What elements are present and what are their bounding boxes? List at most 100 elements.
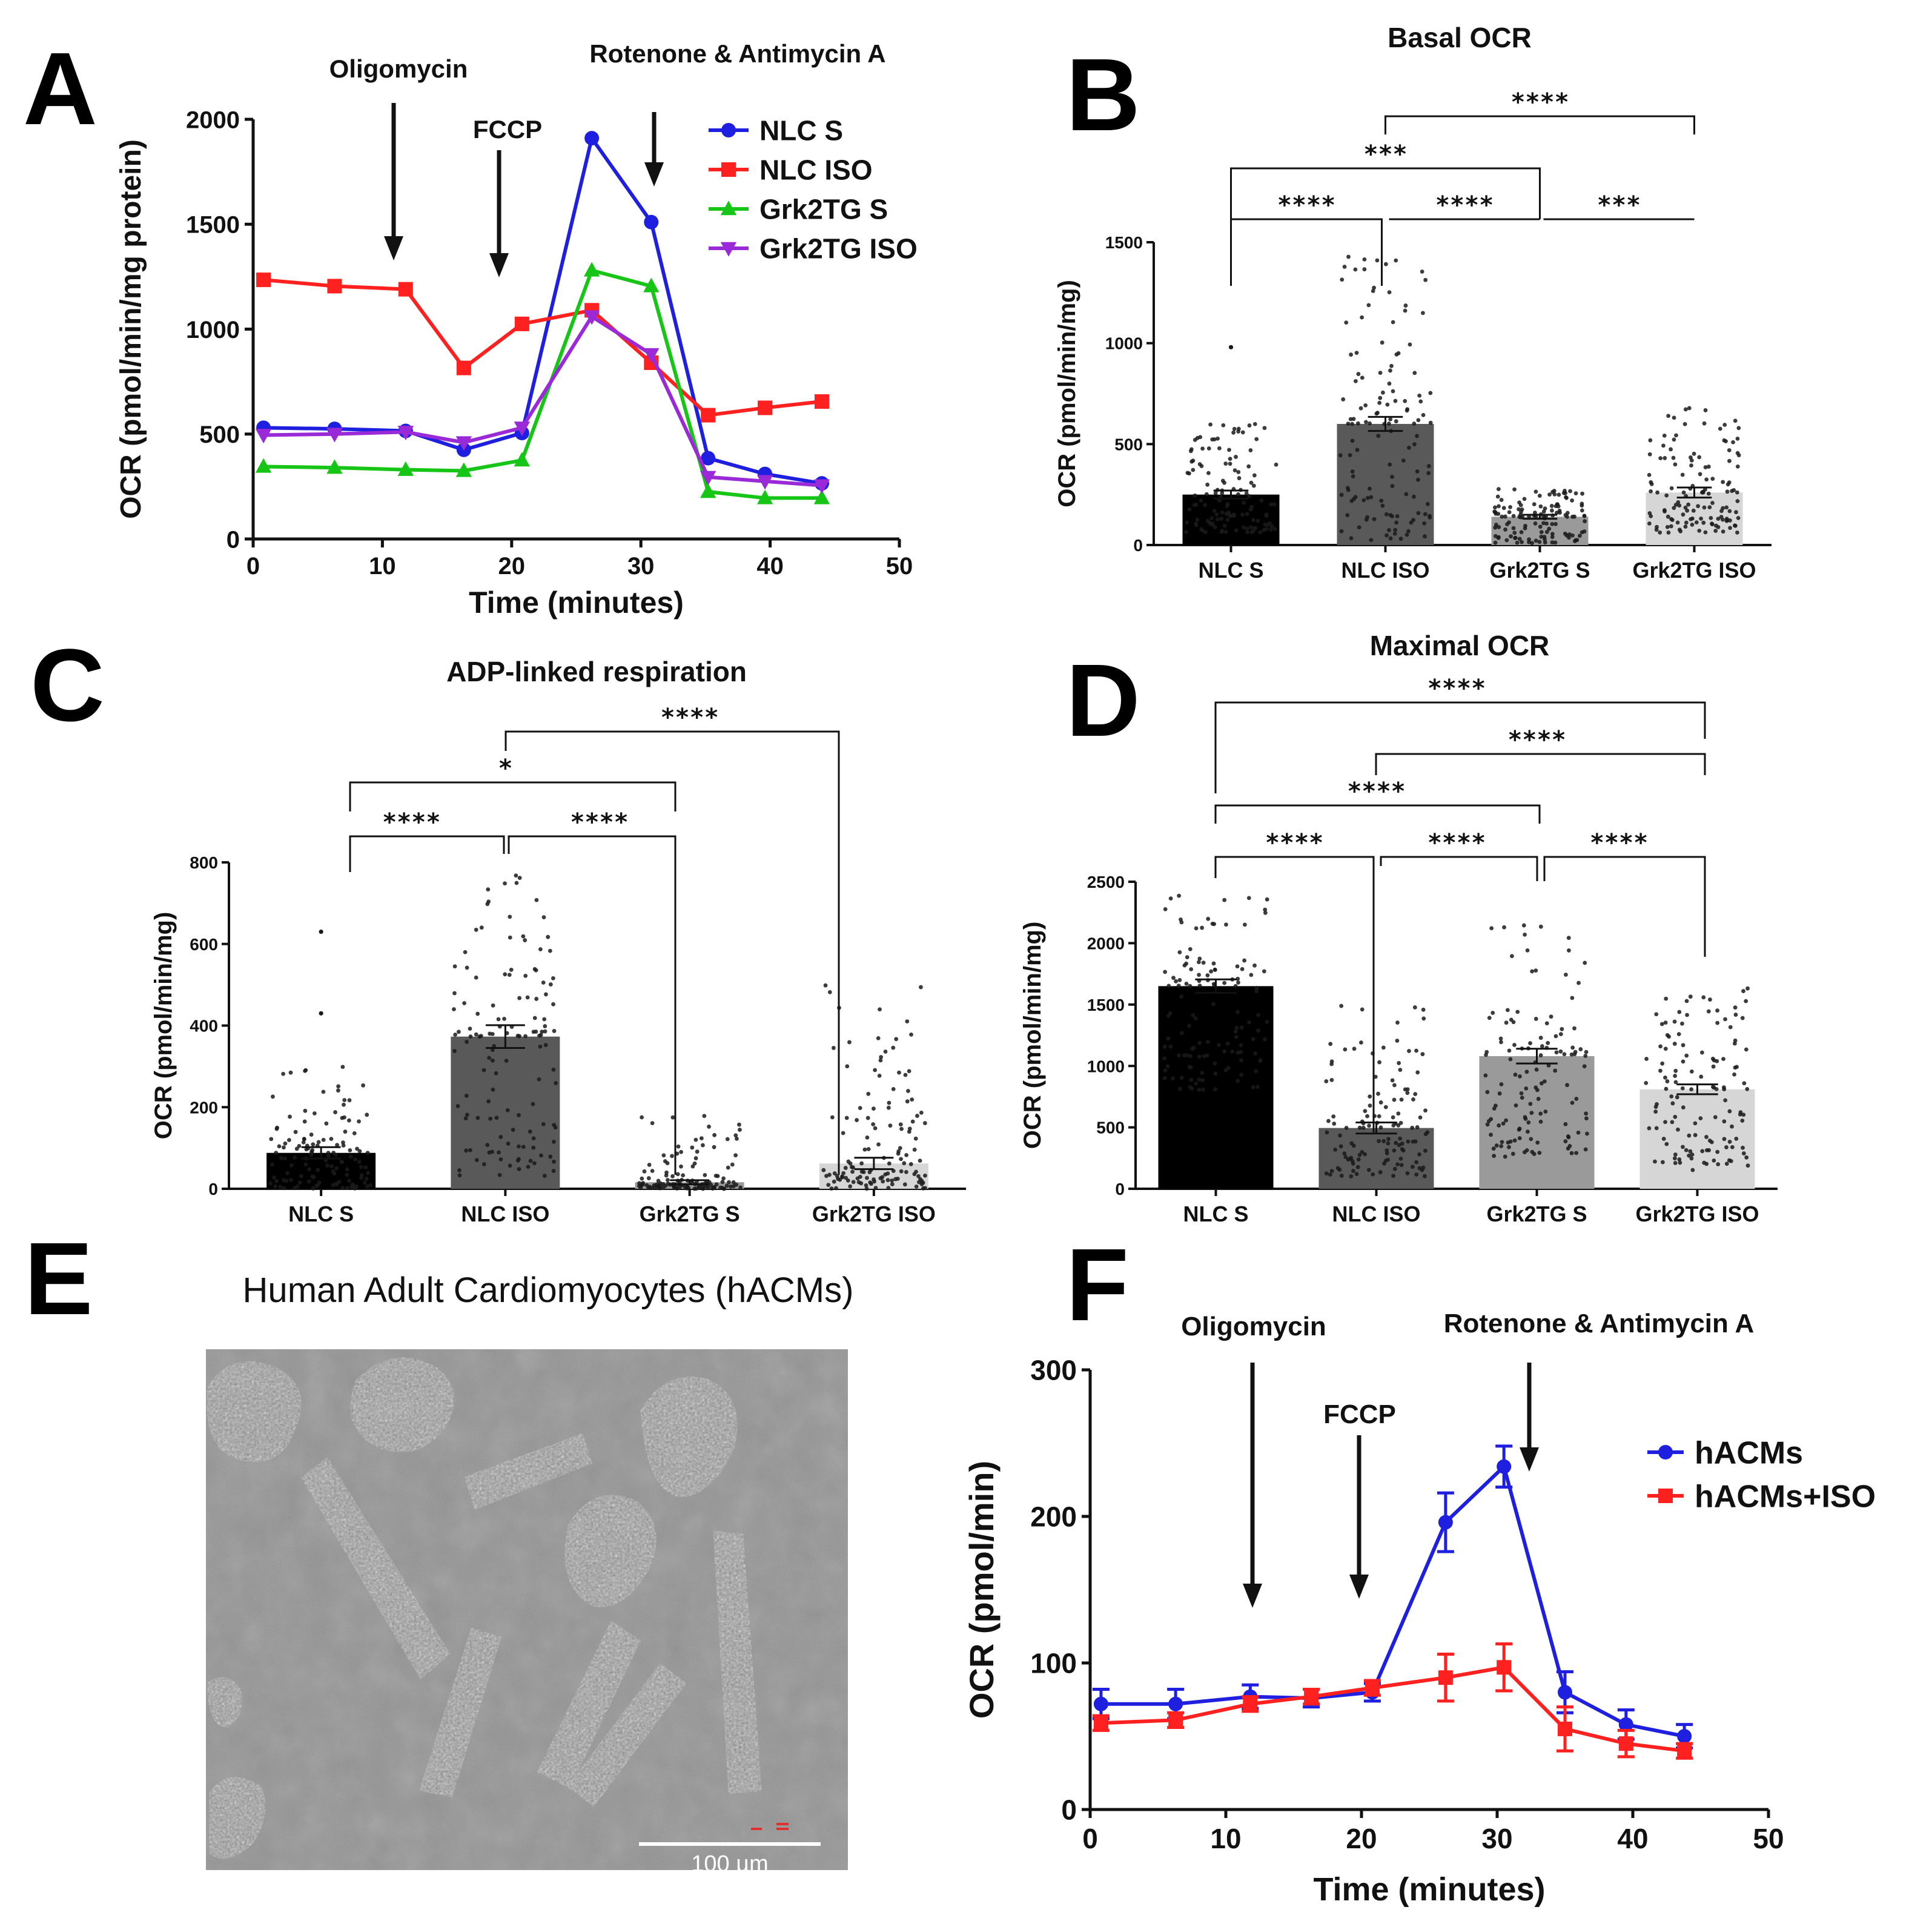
data-point (891, 1045, 896, 1050)
data-point (1355, 421, 1360, 426)
data-point (1580, 501, 1584, 506)
data-point (1392, 531, 1397, 536)
data-point (1725, 482, 1730, 487)
injection-arrow-head (1520, 1447, 1539, 1472)
data-point (525, 995, 530, 1000)
data-point (1713, 1115, 1718, 1120)
data-point (1324, 1079, 1329, 1083)
data-point (255, 429, 272, 444)
data-point (1710, 501, 1715, 505)
data-point (1234, 455, 1238, 459)
data-point (463, 1116, 468, 1121)
data-point (1713, 529, 1718, 533)
data-point (1412, 494, 1416, 499)
data-point (1665, 1033, 1670, 1037)
data-point (1384, 1148, 1389, 1153)
data-point (1716, 517, 1721, 521)
data-point (1710, 477, 1715, 481)
data-point (1549, 504, 1554, 508)
data-point (1580, 491, 1584, 496)
data-point (487, 1150, 492, 1155)
data-point (1338, 1144, 1343, 1149)
data-point (1663, 1075, 1667, 1080)
data-point (285, 1171, 289, 1175)
data-point (1338, 453, 1343, 458)
data-point (1563, 1139, 1568, 1144)
data-point (1200, 446, 1205, 451)
data-point (890, 1178, 895, 1183)
x-tick-label: 30 (627, 553, 655, 580)
data-point (1550, 535, 1555, 540)
y-tick-label: 2000 (186, 107, 240, 133)
data-point (1537, 494, 1542, 498)
data-point (836, 1177, 840, 1181)
data-point (1741, 1145, 1745, 1150)
data-point (282, 1145, 286, 1150)
data-point (904, 1152, 908, 1157)
data-point (1203, 503, 1207, 507)
data-point (1673, 1156, 1677, 1161)
data-point (255, 458, 272, 473)
data-point (888, 1123, 893, 1128)
data-point (1212, 968, 1217, 972)
data-point (1189, 1077, 1194, 1082)
data-point (1549, 1014, 1553, 1019)
data-point (336, 1088, 340, 1093)
data-point (908, 1162, 913, 1166)
data-point (312, 1111, 317, 1116)
data-point (1500, 514, 1504, 519)
data-point (1249, 525, 1253, 529)
data-point (878, 1058, 883, 1063)
data-point (494, 1071, 498, 1076)
data-point (1497, 1660, 1512, 1675)
scale-bar (639, 1842, 821, 1846)
data-point (1363, 1109, 1368, 1114)
data-point (1744, 999, 1748, 1003)
data-point (1673, 1080, 1678, 1085)
data-point (1388, 536, 1393, 541)
significance-label: **** (1277, 191, 1335, 219)
data-point (455, 1104, 460, 1108)
data-point (831, 1046, 836, 1050)
data-point (1529, 1137, 1533, 1142)
data-point (1398, 1156, 1403, 1161)
data-point (1730, 1124, 1734, 1129)
data-point (1344, 1125, 1349, 1130)
data-point (1211, 521, 1215, 526)
data-point (1734, 510, 1738, 515)
data-point (465, 1112, 469, 1117)
data-point (1712, 1085, 1716, 1090)
data-point (1397, 1143, 1401, 1148)
data-point (1256, 1028, 1260, 1033)
data-point (1211, 1002, 1216, 1006)
data-point (1415, 434, 1420, 438)
data-point (1360, 375, 1365, 380)
data-point (1702, 421, 1707, 426)
significance-label: **** (1265, 829, 1323, 857)
data-point (1375, 258, 1380, 263)
data-point (366, 1171, 371, 1175)
data-point (309, 1152, 314, 1157)
data-point (1504, 538, 1509, 543)
rod-cell (567, 1663, 687, 1807)
data-point (1403, 303, 1408, 308)
data-point (847, 1040, 852, 1045)
data-point (1193, 493, 1197, 498)
data-point (551, 1067, 556, 1072)
legend-label: NLC S (759, 115, 843, 147)
data-point (907, 1129, 911, 1134)
data-point (1653, 1159, 1657, 1164)
data-point (1570, 514, 1575, 519)
data-point (1206, 446, 1211, 451)
data-point (465, 1039, 469, 1044)
data-point (844, 1175, 849, 1180)
data-point (1692, 451, 1696, 456)
data-point (474, 927, 478, 932)
data-point (650, 1121, 655, 1125)
data-point (1236, 980, 1240, 985)
data-point (1494, 1143, 1499, 1148)
data-point (1191, 1013, 1196, 1017)
data-point (1232, 426, 1237, 431)
data-point (1222, 897, 1227, 902)
data-point (456, 1030, 461, 1034)
